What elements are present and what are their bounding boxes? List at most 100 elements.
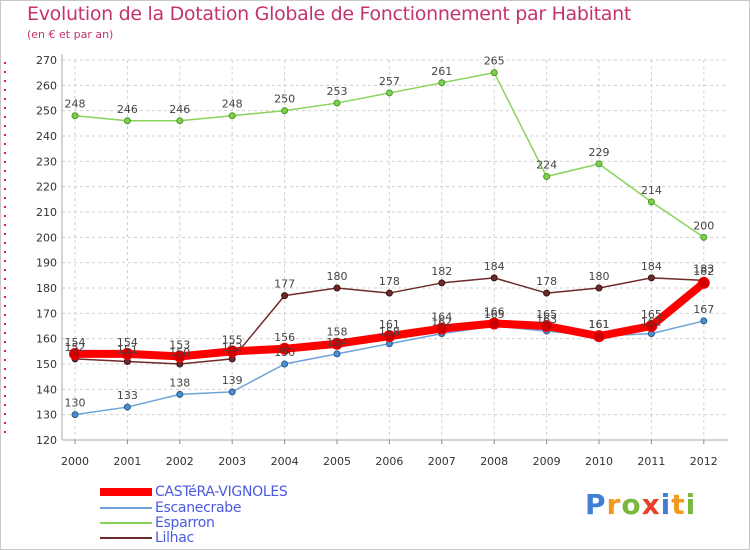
- grid: [62, 59, 728, 441]
- data-point-esparron: [281, 107, 289, 115]
- logo-letter: x: [641, 488, 661, 521]
- data-label-esparron: 250: [274, 93, 295, 106]
- y-tick-label: 170: [36, 307, 57, 320]
- data-label-cast-ra-vignoles: 165: [641, 308, 662, 321]
- data-point-esparron: [333, 99, 341, 107]
- legend-item-esparron: Esparron: [100, 515, 360, 531]
- data-point-esparron: [543, 173, 551, 181]
- y-tick-label: 230: [36, 155, 57, 168]
- data-label-escanecrabe: 154: [327, 336, 348, 349]
- axis-dot: [4, 368, 6, 370]
- axis-dot: [4, 206, 6, 208]
- proxiti-logo: Proxiti: [585, 488, 696, 521]
- logo-letter: o: [621, 488, 642, 521]
- x-tick-label: 2005: [323, 455, 351, 468]
- axis-dot: [4, 224, 6, 226]
- data-label-escanecrabe: 133: [117, 389, 138, 402]
- data-point-esparron: [228, 112, 236, 120]
- data-point-lilhac: [595, 284, 603, 292]
- y-tick-label: 270: [36, 54, 57, 67]
- y-tick-label: 150: [36, 358, 57, 371]
- data-label-escanecrabe: 167: [693, 303, 714, 316]
- logo-letter: t: [671, 488, 686, 521]
- data-point-cast-ra-vignoles: [383, 330, 396, 343]
- legend-label-castera-vignoles: CASTéRA-VIGNOLES: [155, 484, 288, 500]
- axis-dot: [4, 404, 6, 406]
- axis-dot: [4, 296, 6, 298]
- data-point-cast-ra-vignoles: [593, 330, 605, 343]
- data-point-escanecrabe: [123, 403, 131, 411]
- axis-dot: [4, 359, 6, 361]
- logo-letter: i: [660, 488, 672, 521]
- axis-dot: [4, 98, 6, 100]
- y-tick-label: 220: [36, 181, 57, 194]
- data-point-cast-ra-vignoles: [69, 347, 81, 360]
- data-point-esparron: [595, 160, 603, 168]
- data-label-esparron: 248: [222, 98, 243, 111]
- axis-dot: [4, 161, 6, 163]
- axis-dot: [4, 323, 6, 325]
- data-label-escanecrabe: 130: [65, 397, 86, 410]
- axis-dot: [4, 431, 6, 433]
- data-point-esparron: [647, 198, 655, 206]
- axis-dot: [4, 305, 6, 307]
- data-label-escanecrabe: 163: [536, 313, 557, 326]
- data-point-lilhac: [333, 284, 341, 292]
- legend-swatch-castera-vignoles: [100, 488, 152, 496]
- logo-letter: P: [585, 488, 607, 521]
- data-label-cast-ra-vignoles: 161: [379, 318, 400, 331]
- axis-dot: [4, 377, 6, 379]
- legend-item-lilhac: Lilhac: [100, 530, 360, 546]
- data-point-cast-ra-vignoles: [488, 317, 501, 330]
- legend-label-lilhac: Lilhac: [155, 530, 194, 546]
- axis-dot: [4, 233, 6, 235]
- data-label-lilhac: 152: [65, 341, 86, 354]
- data-label-lilhac: 177: [274, 278, 295, 291]
- data-label-esparron: 224: [536, 159, 557, 172]
- data-label-lilhac: 183: [693, 262, 714, 275]
- data-label-escanecrabe: 138: [169, 376, 190, 389]
- axis-dot: [4, 143, 6, 145]
- axis-dot: [4, 332, 6, 334]
- legend-label-escanecrabe: Escanecrabe: [155, 500, 242, 516]
- data-label-esparron: 253: [327, 85, 348, 98]
- axis-dot: [4, 152, 6, 154]
- data-label-cast-ra-vignoles: 166: [484, 305, 505, 318]
- logo-letter: r: [606, 488, 622, 521]
- axis-dot: [4, 197, 6, 199]
- data-point-esparron: [385, 89, 393, 97]
- data-label-cast-ra-vignoles: 154: [117, 336, 138, 349]
- data-point-escanecrabe: [281, 360, 289, 368]
- data-label-escanecrabe: 162: [431, 316, 452, 329]
- x-tick-label: 2001: [113, 455, 141, 468]
- axis-dot: [4, 395, 6, 397]
- axis-dot: [4, 170, 6, 172]
- data-label-escanecrabe: 165: [484, 308, 505, 321]
- x-tick-label: 2007: [428, 455, 456, 468]
- axis-dot: [4, 422, 6, 424]
- logo-letter: i: [685, 488, 697, 521]
- y-tick-label: 190: [36, 257, 57, 270]
- data-point-cast-ra-vignoles: [697, 276, 710, 289]
- x-tick-label: 2012: [690, 455, 718, 468]
- x-tick-label: 2008: [480, 455, 508, 468]
- y-tick-label: 200: [36, 231, 57, 244]
- data-point-cast-ra-vignoles: [331, 337, 343, 350]
- series-lines: [69, 69, 710, 419]
- axis-dot: [4, 179, 6, 181]
- legend-swatch-escanecrabe: [100, 507, 152, 509]
- data-point-esparron: [700, 233, 708, 241]
- data-label-cast-ra-vignoles: 161: [589, 318, 610, 331]
- data-label-lilhac: 184: [641, 260, 662, 273]
- axis-dot: [4, 242, 6, 244]
- data-point-cast-ra-vignoles: [278, 342, 291, 355]
- data-point-cast-ra-vignoles: [226, 345, 239, 358]
- data-point-escanecrabe: [71, 411, 79, 419]
- x-tick-label: 2004: [271, 455, 299, 468]
- legend-swatch-lilhac: [100, 537, 152, 539]
- data-label-cast-ra-vignoles: 156: [274, 331, 295, 344]
- data-point-cast-ra-vignoles: [435, 322, 448, 335]
- axis-dot: [4, 62, 6, 64]
- data-point-lilhac: [385, 289, 393, 297]
